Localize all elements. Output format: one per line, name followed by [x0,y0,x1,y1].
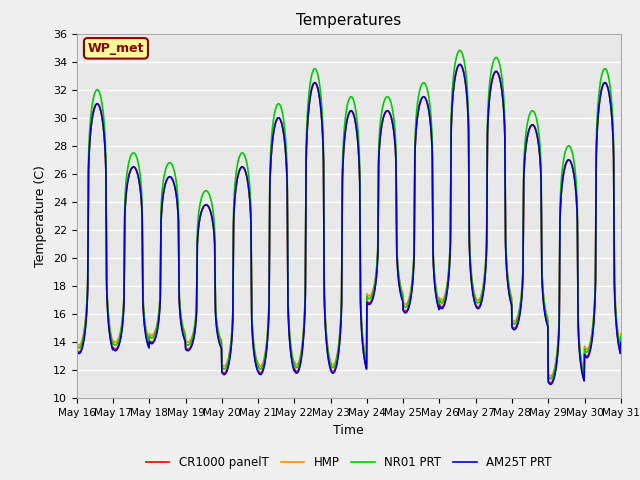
NR01 PRT [522,130,530,136]
Line: CR1000 panelT: CR1000 panelT [77,64,621,383]
Line: AM25T PRT: AM25T PRT [77,64,621,384]
CR1000 panelT [193,274,201,280]
AM25T PRT [73,348,81,354]
AM25T PRT [193,275,201,281]
Line: NR01 PRT: NR01 PRT [77,50,621,379]
Text: WP_met: WP_met [88,42,144,55]
CR1000 panelT [547,380,554,386]
HMP [617,331,625,337]
Legend: CR1000 panelT, HMP, NR01 PRT, AM25T PRT: CR1000 panelT, HMP, NR01 PRT, AM25T PRT [141,452,556,474]
AM25T PRT [456,61,464,67]
HMP [300,328,307,334]
CR1000 panelT [73,347,81,352]
NR01 PRT [300,329,307,335]
CR1000 panelT [432,292,440,298]
HMP [73,339,81,345]
X-axis label: Time: Time [333,424,364,437]
AM25T PRT [287,345,294,351]
NR01 PRT [456,48,464,53]
HMP [432,286,440,291]
HMP [456,61,464,67]
NR01 PRT [617,334,625,340]
AM25T PRT [617,339,625,345]
CR1000 panelT [617,338,625,344]
NR01 PRT [547,376,554,382]
CR1000 panelT [300,334,307,340]
CR1000 panelT [456,61,464,67]
HMP [547,373,554,379]
HMP [193,271,201,276]
CR1000 panelT [570,168,577,173]
AM25T PRT [300,336,307,341]
NR01 PRT [193,265,201,271]
Y-axis label: Temperature (C): Temperature (C) [35,165,47,267]
AM25T PRT [432,293,440,299]
HMP [522,143,530,148]
HMP [570,167,577,173]
CR1000 panelT [287,344,294,349]
AM25T PRT [547,382,554,387]
NR01 PRT [73,342,81,348]
HMP [287,337,294,343]
Title: Temperatures: Temperatures [296,13,401,28]
NR01 PRT [570,154,577,160]
NR01 PRT [287,338,294,344]
AM25T PRT [522,143,530,149]
NR01 PRT [432,287,440,293]
AM25T PRT [570,168,577,173]
CR1000 panelT [522,143,530,149]
Line: HMP: HMP [77,64,621,376]
